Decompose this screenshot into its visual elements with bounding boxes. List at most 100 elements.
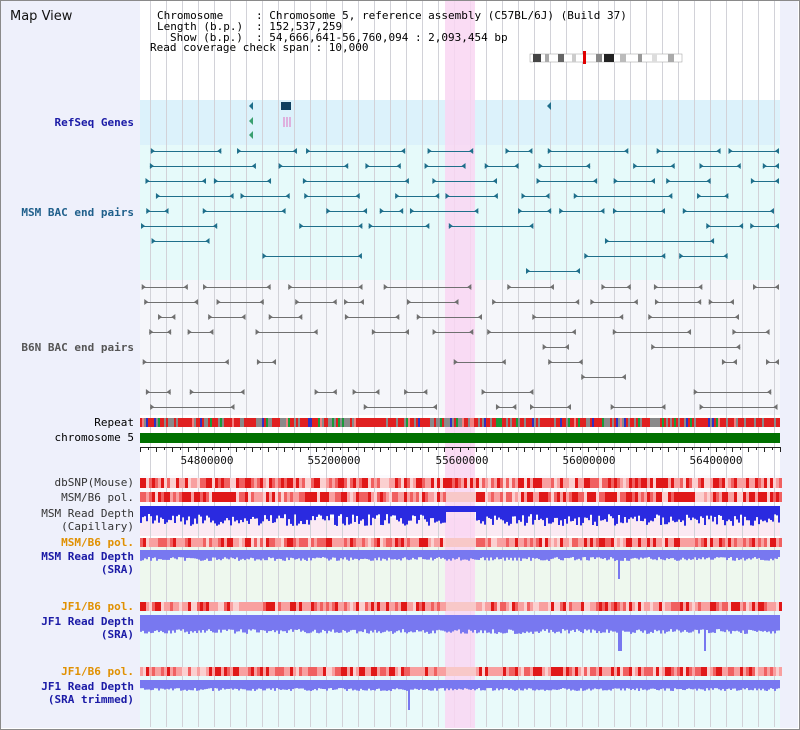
track-label-jf1-b6-pol-1[interactable]: JF1/B6 pol. (61, 600, 134, 613)
jf1-b6-pol-heat-cell (401, 602, 404, 611)
msm-b6-pol-heat-cell (140, 492, 143, 502)
jf1-trim-depth-bar (628, 680, 630, 689)
track-label-msm-bac[interactable]: MSM BAC end pairs (21, 206, 134, 219)
msm-b6-pol-sra-heat-cell (635, 538, 638, 547)
track-label-jf1-b6-pol-2[interactable]: JF1/B6 pol. (61, 665, 134, 678)
jf1-trim-depth-bar (658, 680, 660, 691)
jf1-b6-pol-trim-heat-cell (641, 667, 644, 676)
track-label-jf1-depth-trimmed[interactable]: JF1 Read Depth (SRA trimmed) (41, 680, 134, 706)
msm-sra-depth-bar (428, 550, 430, 560)
dbsnp-heat-cell (410, 478, 413, 488)
jf1-sra-depth-bar (744, 615, 746, 634)
dbsnp-heat-cell (239, 478, 242, 488)
jf1-b6-pol-trim-heat-cell (461, 667, 464, 676)
dbsnp-heat-cell (644, 478, 647, 488)
msm-bac-pair-start (536, 178, 541, 184)
track-label-jf1-depth-sra[interactable]: JF1 Read Depth (SRA) (41, 615, 134, 641)
msm-b6-pol-sra-heat-cell (323, 538, 326, 547)
msm-bac-pair-start (237, 148, 242, 154)
msm-b6-pol-sra-heat-cell (245, 538, 248, 547)
msm-b6-pol-heat-cell (401, 492, 404, 502)
msm-sra-depth-bar (304, 550, 306, 560)
b6n-bac-pair-start (371, 329, 376, 335)
repeat-segment (494, 418, 496, 427)
repeat-segment (436, 418, 438, 427)
msm-b6-pol-sra-heat-cell (365, 538, 368, 547)
b6n-bac-pair-end (578, 359, 583, 365)
msm-b6-pol-heat-cell (173, 492, 176, 502)
repeat-segment (516, 418, 518, 427)
jf1-b6-pol-heat-cell (566, 602, 569, 611)
dbsnp-heat-cell (605, 478, 608, 488)
dbsnp-heat-cell (617, 478, 620, 488)
jf1-b6-pol-heat-cell (428, 602, 431, 611)
msm-sra-depth-bar (600, 550, 602, 559)
msm-sra-depth-bar (384, 550, 386, 560)
dbsnp-heat-cell (497, 478, 500, 488)
msm-sra-depth-bar (292, 550, 294, 559)
jf1-sra-depth-bar (688, 615, 690, 633)
track-label-msm-depth-sra[interactable]: MSM Read Depth (SRA) (41, 550, 134, 576)
msm-bac-pair-start (213, 178, 218, 184)
b6n-bac-pair-start (581, 374, 586, 380)
track-label-b6n-bac[interactable]: B6N BAC end pairs (21, 341, 134, 354)
b6n-bac-pair-end (564, 344, 569, 350)
track-label-msm-b6-pol-1[interactable]: MSM/B6 pol. (61, 491, 134, 504)
msm-b6-pol-heat-cell (437, 492, 440, 502)
track-label-dbsnp[interactable]: dbSNP(Mouse) (54, 476, 134, 489)
msm-capillary-depth-bar (728, 506, 730, 520)
msm-capillary-depth-bar (258, 506, 260, 526)
msm-sra-depth-bar (750, 550, 752, 560)
msm-b6-pol-heat-cell (227, 492, 230, 502)
track-label-msm-depth-capillary[interactable]: MSM Read Depth (Capillary) (41, 507, 134, 533)
jf1-b6-pol-trim-heat-cell (242, 667, 245, 676)
msm-b6-pol-heat-cell (410, 492, 413, 502)
repeat-segment (438, 418, 440, 427)
msm-capillary-depth-bar (726, 506, 728, 522)
track-label-msm-b6-pol-2[interactable]: MSM/B6 pol. (61, 536, 134, 549)
jf1-trim-depth-bar (228, 680, 230, 689)
dbsnp-heat-cell (569, 478, 572, 488)
jf1-b6-pol-heat-cell (185, 602, 188, 611)
repeat-segment (750, 418, 752, 427)
msm-capillary-depth-bar (158, 506, 160, 523)
jf1-trim-depth-bar (310, 680, 312, 691)
jf1-trim-depth-bar (550, 680, 552, 691)
track-label-repeat[interactable]: Repeat (94, 416, 134, 429)
jf1-b6-pol-heat-cell (584, 602, 587, 611)
msm-sra-depth-bar (172, 550, 174, 558)
msm-sra-depth-bar (464, 550, 466, 560)
jf1-trim-depth-bar (298, 680, 300, 689)
jf1-sra-depth-bar (380, 615, 382, 634)
msm-b6-pol-heat-cell (521, 492, 524, 502)
msm-b6-pol-heat-cell (557, 492, 560, 502)
jf1-trim-depth-bar (300, 680, 302, 689)
dbsnp-heat-cell (674, 478, 677, 488)
scale-tick-label: 55600000 (436, 454, 489, 467)
msm-sra-depth-bar (676, 550, 678, 561)
msm-b6-pol-sra-heat-cell (689, 538, 692, 547)
jf1-trim-depth-bar (778, 680, 780, 689)
jf1-b6-pol-trim-heat-cell (389, 667, 392, 676)
repeat-segment (338, 418, 340, 427)
jf1-b6-pol-heat-cell (404, 602, 407, 611)
msm-capillary-depth-bar (404, 506, 406, 526)
jf1-b6-pol-trim-heat-cell (755, 667, 758, 676)
dbsnp-heat-cell (722, 478, 725, 488)
track-label-chromosome[interactable]: chromosome 5 (54, 431, 134, 444)
jf1-b6-pol-trim-heat-cell (263, 667, 266, 676)
jf1-trim-depth-bar (296, 680, 298, 689)
msm-capillary-depth-bar (346, 506, 348, 518)
msm-sra-depth-bar (540, 550, 542, 561)
track-label-refseq[interactable]: RefSeq Genes (54, 116, 134, 129)
jf1-sra-depth-bar (256, 615, 258, 633)
jf1-sra-depth-bar (670, 615, 672, 630)
msm-sra-depth-bar (240, 550, 242, 560)
jf1-b6-pol-heat-cell (260, 602, 263, 611)
jf1-trim-depth-bar (704, 680, 706, 691)
jf1-b6-pol-heat-cell (464, 602, 467, 611)
msm-sra-depth-bar (262, 550, 264, 559)
msm-b6-pol-sra-heat-cell (563, 538, 566, 547)
dbsnp-heat-cell (689, 478, 692, 488)
